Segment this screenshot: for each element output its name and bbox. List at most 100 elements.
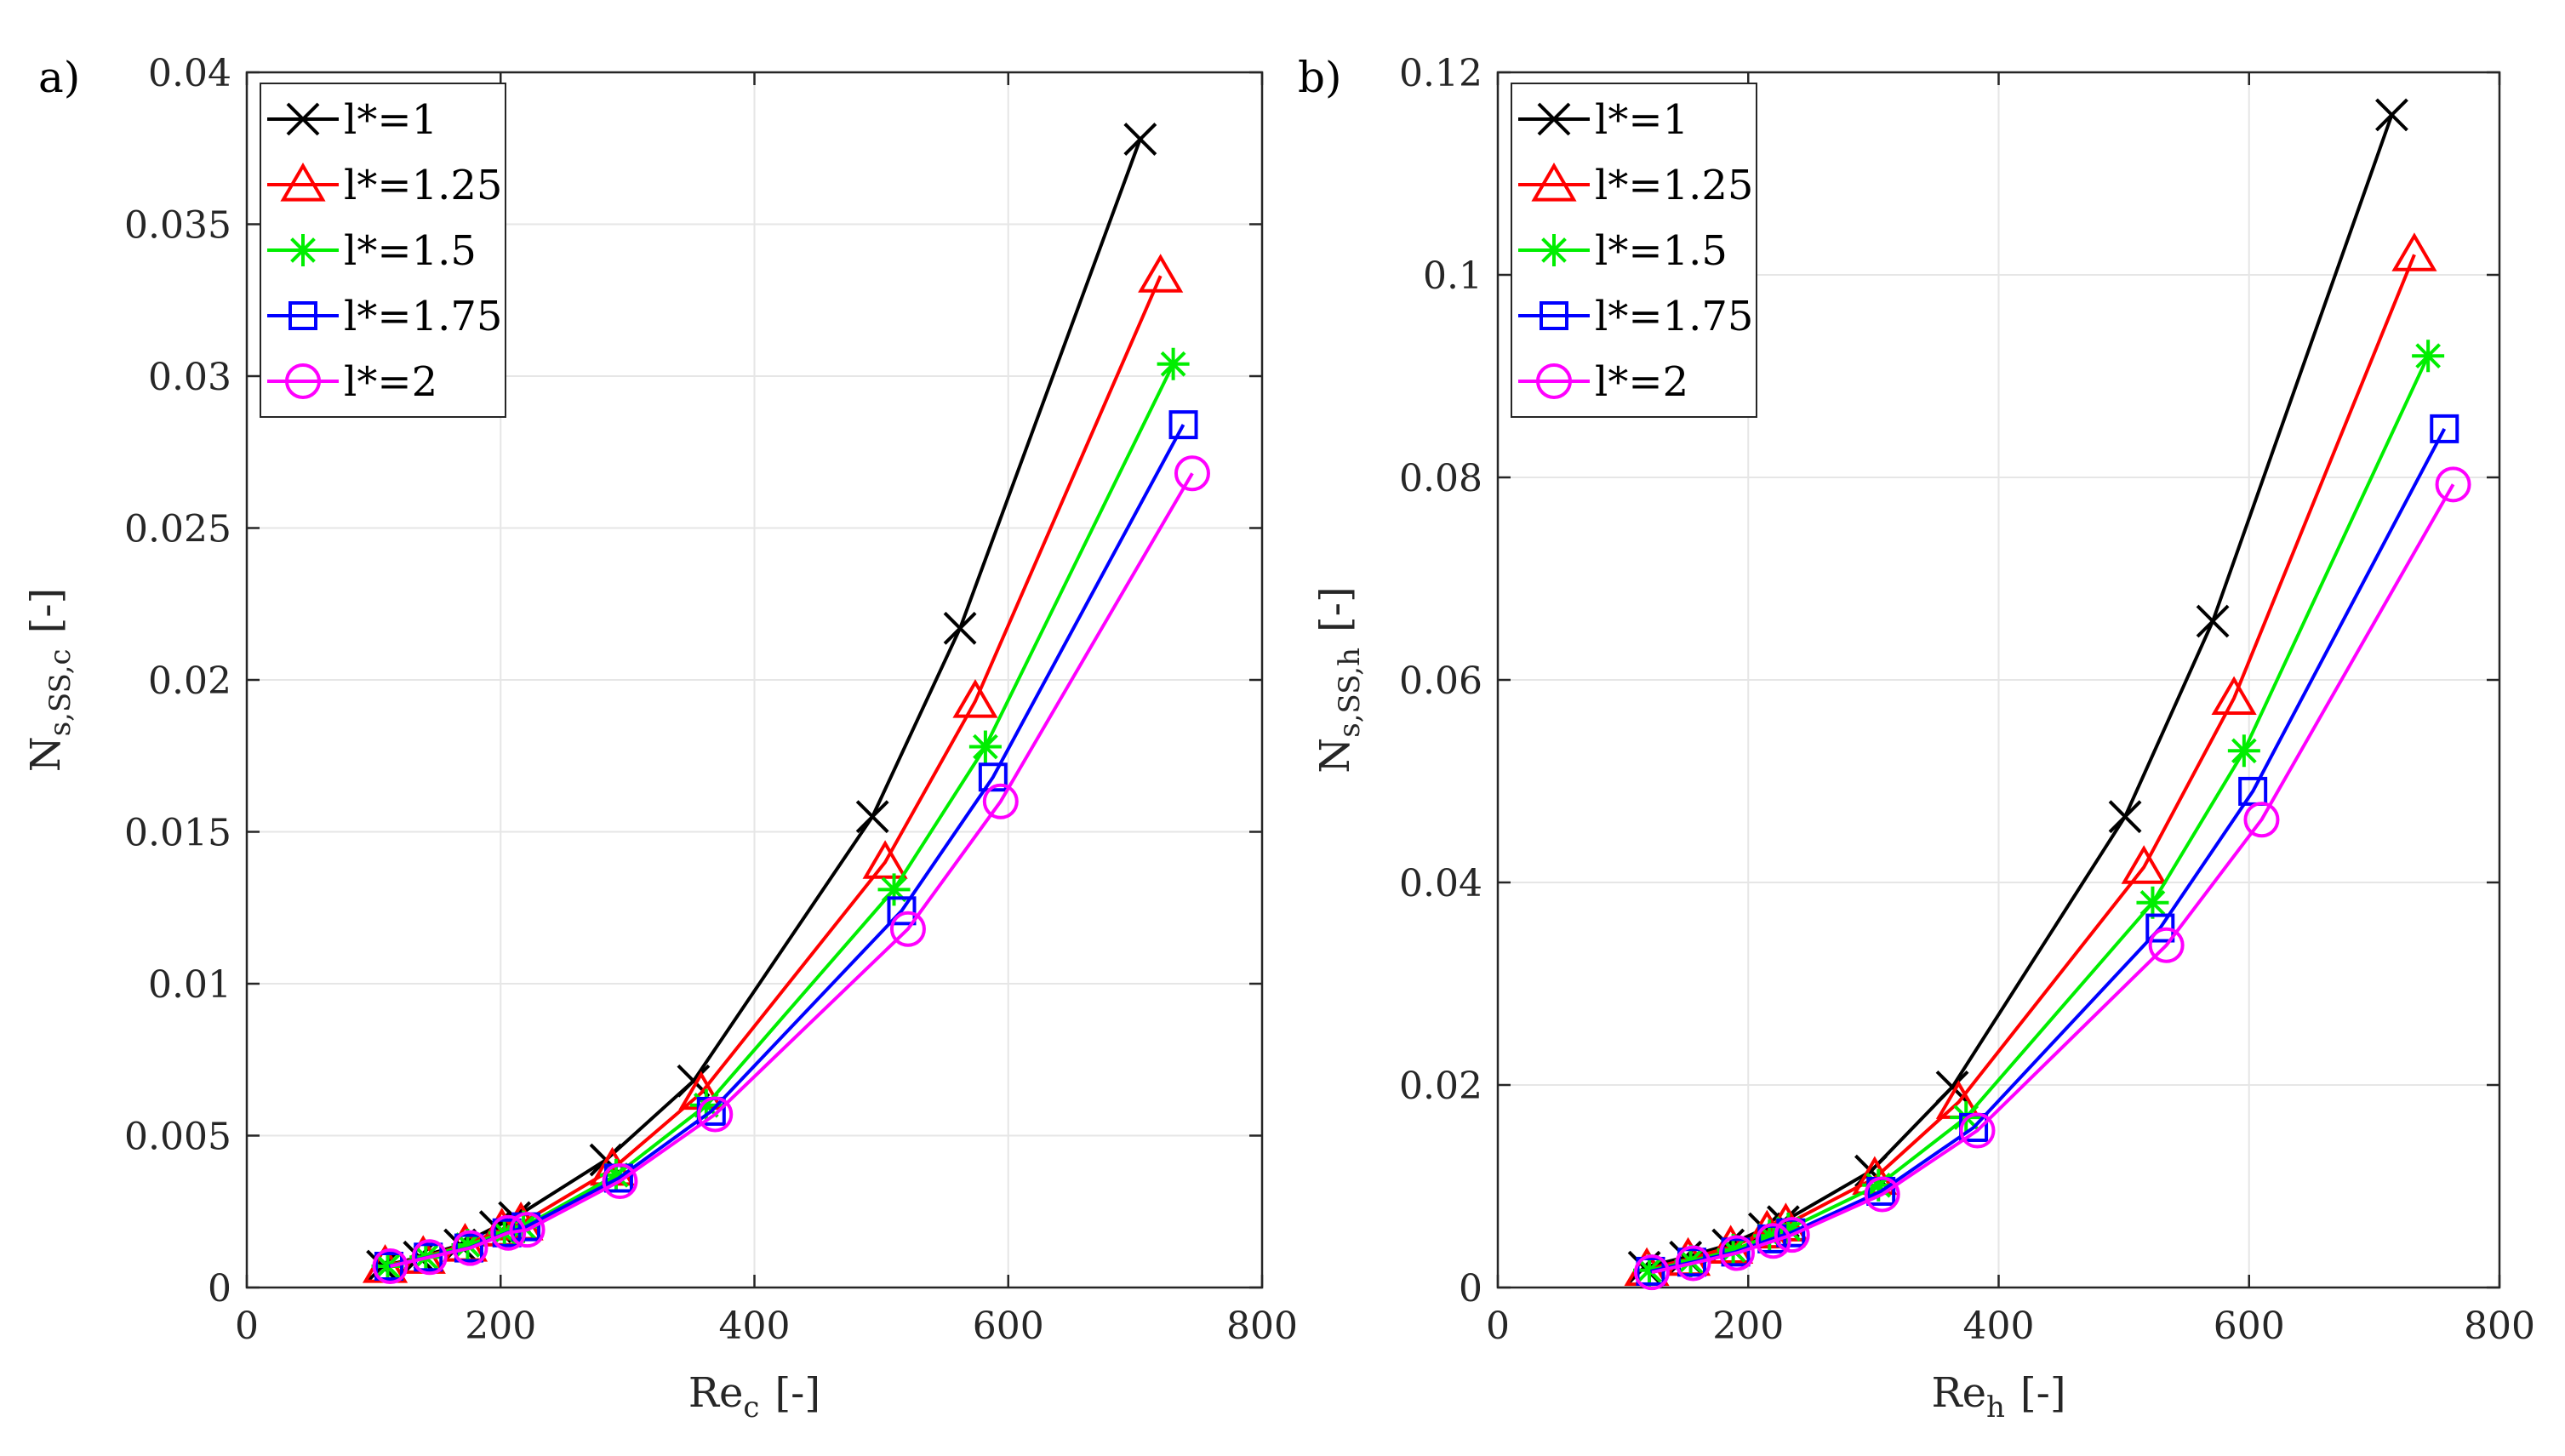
data-point-marker: [2227, 734, 2260, 768]
data-point-marker: [1721, 1237, 1751, 1267]
series-circle: [1633, 466, 2471, 1291]
y-axis-label: Ns,SS,h [-]: [1311, 586, 1367, 773]
data-point-marker: [889, 911, 926, 947]
legend-label: l*=1: [1595, 96, 1688, 144]
data-point-marker: [1138, 254, 1184, 293]
legend-marker: [1540, 301, 1568, 330]
data-point-marker: [1774, 1217, 1810, 1253]
x-tick-label: 200: [1712, 1305, 1784, 1348]
legend-entry: l*=1.75: [1518, 293, 1753, 340]
data-point-marker: [372, 1248, 408, 1285]
data-point-marker: [374, 1252, 404, 1282]
y-tick-label: 0.08: [1399, 457, 1482, 500]
data-point-marker: [602, 1163, 638, 1200]
legend-entry: l*=1: [267, 96, 437, 144]
legend-label: l*=2: [344, 358, 437, 406]
data-point-marker: [855, 800, 889, 834]
data-point-marker: [2430, 414, 2459, 443]
x-tick-label: 0: [1486, 1305, 1510, 1348]
legend-marker: [1536, 363, 1572, 399]
legend-marker: [280, 163, 326, 202]
y-tick-label: 0.01: [148, 963, 231, 1007]
legend-label: l*=1.5: [344, 227, 477, 275]
data-point-marker: [414, 1242, 443, 1272]
legend-label: l*=2: [1595, 358, 1688, 406]
data-point-marker: [1755, 1223, 1791, 1259]
data-point-marker: [2196, 604, 2230, 638]
x-axis-label-unit: [-]: [774, 1369, 820, 1417]
data-point-marker: [1717, 1233, 1750, 1266]
data-point-marker: [2108, 800, 2142, 834]
series-line: [387, 363, 1175, 1268]
legend-label: l*=1.75: [1595, 293, 1753, 340]
data-point-marker: [2145, 913, 2175, 943]
data-point-marker: [1959, 1112, 1996, 1149]
data-point-marker: [689, 1088, 723, 1122]
data-point-marker: [2211, 676, 2257, 716]
y-tick-label: 0: [1459, 1267, 1482, 1310]
y-axis-label-unit: [-]: [1311, 586, 1359, 632]
data-point-marker: [978, 762, 1008, 792]
x-axis-label-unit: [-]: [2020, 1369, 2066, 1417]
data-point-marker: [1708, 1225, 1754, 1264]
data-point-marker: [2375, 98, 2408, 132]
data-point-marker: [411, 1239, 448, 1276]
data-point-marker: [877, 873, 911, 906]
data-point-marker: [2121, 845, 2167, 884]
y-tick-label: 0.02: [148, 659, 231, 703]
data-point-marker: [599, 1158, 632, 1191]
data-point-marker: [454, 1233, 483, 1263]
legend-marker: [286, 102, 320, 136]
legend-marker: [1537, 102, 1571, 136]
data-point-marker: [887, 896, 917, 926]
x-tick-label: 400: [719, 1305, 791, 1348]
data-point-marker: [1168, 410, 1198, 440]
legend-entry: l*=1.5: [267, 227, 477, 275]
x-axis-label: Rec [-]: [688, 1369, 820, 1425]
y-tick-label: 0.03: [148, 356, 231, 399]
panel-label: a): [38, 53, 80, 102]
data-point-marker: [952, 679, 998, 718]
y-tick-label: 0.12: [1399, 52, 1482, 95]
data-point-marker: [2391, 232, 2437, 271]
x-axis-label-sub: h: [1986, 1390, 2005, 1425]
data-point-marker: [1633, 1254, 1670, 1291]
data-point-marker: [1862, 1168, 1895, 1202]
legend-entry: l*=1.25: [1518, 162, 1753, 209]
legend: l*=1 l*=1.25 l*=1.5 l*=1.75 l*=2: [1511, 83, 1757, 418]
data-point-marker: [509, 1212, 546, 1248]
legend-label: l*=1.75: [344, 293, 502, 340]
data-point-marker: [1675, 1245, 1711, 1282]
data-point-marker: [1174, 455, 1210, 492]
y-axis-label-unit: [-]: [22, 588, 70, 634]
series-line: [1651, 483, 2455, 1275]
legend-entry: l*=1: [1518, 96, 1688, 144]
y-axis-label: Ns,SS,c [-]: [22, 588, 77, 773]
x-tick-label: 800: [2464, 1305, 2535, 1348]
y-tick-label: 0.1: [1423, 254, 1482, 298]
data-point-marker: [492, 1218, 522, 1248]
series-line: [1648, 355, 2430, 1272]
data-point-marker: [2136, 886, 2169, 919]
data-point-marker: [2238, 776, 2268, 806]
data-point-marker: [1633, 1253, 1666, 1287]
series-line: [390, 472, 1194, 1268]
legend-label: l*=1.25: [344, 162, 502, 209]
x-tick-label: 600: [973, 1305, 1044, 1348]
legend-label: l*=1: [344, 96, 437, 144]
legend-label: l*=1.5: [1595, 227, 1728, 275]
legend-marker: [288, 301, 317, 330]
x-axis-label: Reh [-]: [1931, 1369, 2065, 1425]
data-point-marker: [1864, 1176, 1900, 1213]
data-point-marker: [451, 1229, 484, 1262]
legend: l*=1 l*=1.25 l*=1.5 l*=1.75 l*=2: [260, 83, 506, 418]
y-axis-label-main: N: [1311, 738, 1359, 774]
data-point-marker: [1772, 1212, 1805, 1245]
data-point-marker: [1123, 123, 1157, 156]
x-axis-label-main: Re: [1931, 1369, 1986, 1417]
data-point-marker: [2243, 802, 2280, 838]
panel-label: b): [1298, 53, 1342, 102]
legend-marker: [1531, 163, 1577, 202]
y-tick-label: 0.015: [124, 812, 231, 855]
x-tick-label: 200: [465, 1305, 536, 1348]
